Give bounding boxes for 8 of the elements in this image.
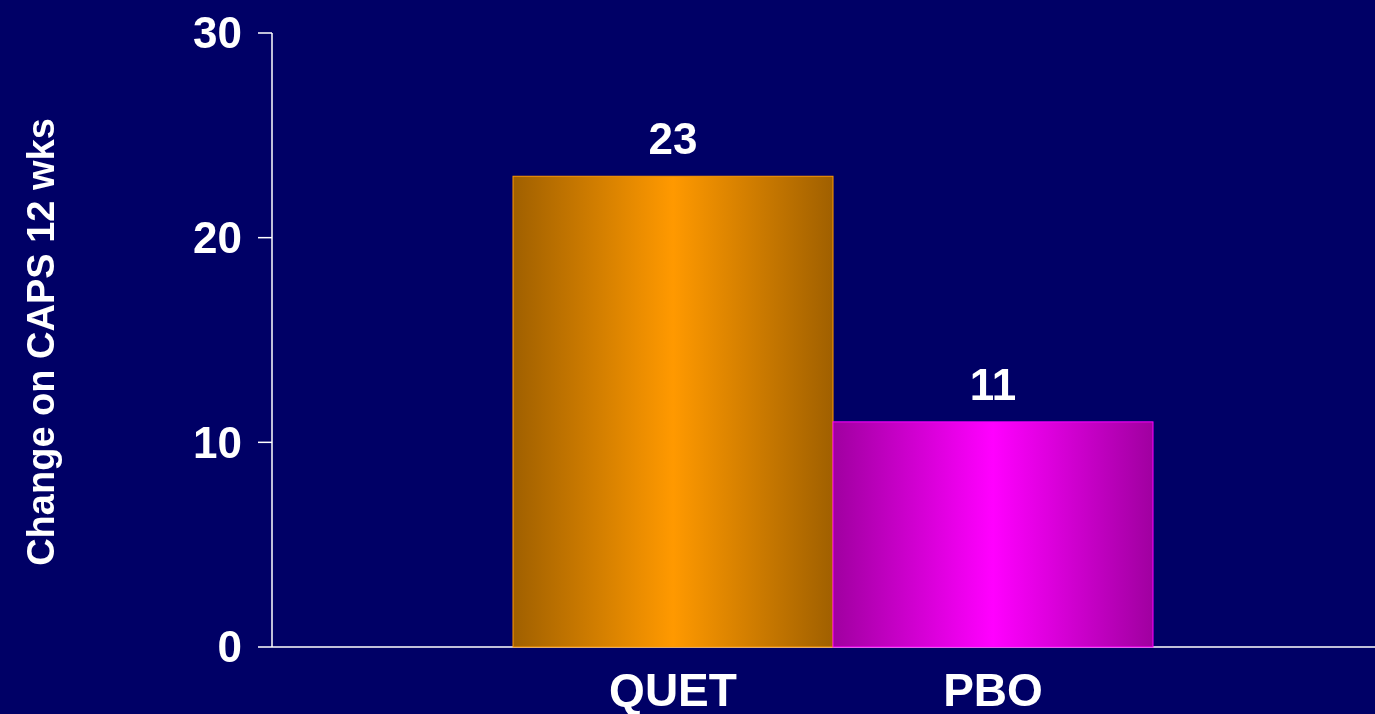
y-tick-label: 0 bbox=[217, 622, 242, 672]
y-tick-label: 10 bbox=[193, 417, 242, 467]
x-tick-label: PBO bbox=[943, 664, 1043, 714]
y-tick-label: 30 bbox=[193, 8, 242, 58]
data-label: 23 bbox=[648, 114, 698, 164]
y-tick-label: 20 bbox=[193, 213, 242, 263]
data-label: 11 bbox=[969, 359, 1017, 409]
y-axis-title: Change on CAPS 12 wks bbox=[20, 118, 62, 566]
